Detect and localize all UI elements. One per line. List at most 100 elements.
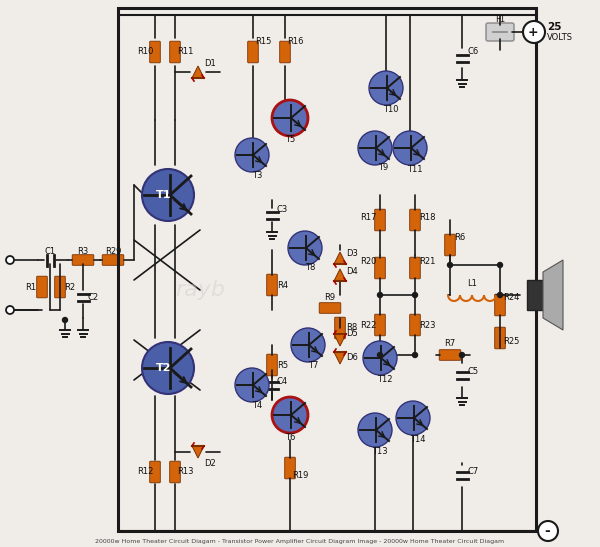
Text: VOLTS: VOLTS: [547, 32, 573, 42]
Circle shape: [396, 401, 430, 435]
Text: R20: R20: [360, 258, 376, 266]
Text: C5: C5: [467, 368, 479, 376]
Text: R11: R11: [177, 48, 193, 56]
Text: R2: R2: [64, 282, 76, 292]
FancyBboxPatch shape: [439, 350, 461, 360]
Text: L1: L1: [467, 280, 477, 288]
Polygon shape: [192, 446, 204, 458]
Circle shape: [272, 397, 308, 433]
Text: C7: C7: [467, 468, 479, 476]
Text: R3: R3: [77, 247, 89, 257]
Text: R22: R22: [360, 321, 376, 329]
Polygon shape: [192, 66, 204, 78]
FancyBboxPatch shape: [266, 274, 277, 296]
FancyBboxPatch shape: [335, 317, 346, 339]
FancyBboxPatch shape: [410, 257, 420, 279]
Text: R25: R25: [503, 337, 519, 346]
FancyBboxPatch shape: [72, 255, 94, 265]
Text: D4: D4: [346, 267, 358, 276]
Text: R16: R16: [287, 38, 303, 46]
Text: T14: T14: [410, 435, 426, 445]
Text: C2: C2: [88, 293, 98, 301]
FancyBboxPatch shape: [445, 234, 455, 256]
Polygon shape: [543, 260, 563, 330]
Circle shape: [235, 368, 269, 402]
Polygon shape: [334, 269, 346, 281]
FancyBboxPatch shape: [410, 314, 420, 336]
FancyBboxPatch shape: [150, 461, 160, 483]
FancyBboxPatch shape: [319, 302, 341, 313]
Text: R12: R12: [137, 468, 153, 476]
Circle shape: [288, 231, 322, 265]
Text: R6: R6: [454, 234, 466, 242]
Circle shape: [377, 293, 383, 298]
Text: T9: T9: [378, 164, 388, 172]
Circle shape: [377, 352, 383, 358]
Text: T10: T10: [383, 106, 399, 114]
Text: R21: R21: [419, 258, 435, 266]
Text: C4: C4: [277, 377, 287, 387]
Text: D1: D1: [204, 59, 216, 67]
Text: rayb: rayb: [175, 280, 225, 300]
FancyBboxPatch shape: [170, 41, 180, 63]
Text: R8: R8: [346, 323, 358, 333]
Text: R18: R18: [419, 213, 435, 223]
Circle shape: [363, 341, 397, 375]
Text: R17: R17: [360, 213, 376, 223]
Circle shape: [413, 293, 418, 298]
Text: T4: T4: [252, 400, 262, 410]
Circle shape: [291, 328, 325, 362]
Text: T2: T2: [156, 363, 172, 373]
Text: T5: T5: [285, 136, 295, 144]
Text: T12: T12: [377, 375, 393, 385]
FancyBboxPatch shape: [170, 461, 180, 483]
Circle shape: [358, 131, 392, 165]
Text: T13: T13: [372, 447, 388, 457]
Polygon shape: [334, 352, 346, 364]
Text: D3: D3: [346, 248, 358, 258]
Text: F1: F1: [495, 15, 505, 25]
Text: R10: R10: [137, 48, 153, 56]
Circle shape: [142, 169, 194, 221]
FancyBboxPatch shape: [494, 294, 505, 316]
Text: T7: T7: [308, 360, 318, 370]
FancyBboxPatch shape: [37, 276, 47, 298]
Text: C1: C1: [44, 247, 56, 257]
Circle shape: [497, 293, 503, 298]
Text: R29: R29: [105, 247, 121, 257]
FancyBboxPatch shape: [285, 457, 295, 479]
Text: T8: T8: [305, 264, 315, 272]
Text: T1: T1: [156, 190, 172, 200]
FancyBboxPatch shape: [102, 255, 124, 265]
Text: 20000w Home Theater Circuit Diagam - Transistor Power Amplifier Circuit Diagram : 20000w Home Theater Circuit Diagam - Tra…: [95, 539, 505, 544]
FancyBboxPatch shape: [150, 41, 160, 63]
Text: C6: C6: [467, 48, 479, 56]
Text: R4: R4: [277, 281, 289, 289]
Circle shape: [6, 256, 14, 264]
Circle shape: [393, 131, 427, 165]
Circle shape: [538, 521, 558, 541]
Polygon shape: [334, 252, 346, 264]
Text: T11: T11: [407, 166, 423, 174]
Text: C3: C3: [277, 206, 287, 214]
Text: D6: D6: [346, 352, 358, 362]
Text: R15: R15: [255, 38, 271, 46]
Text: R24: R24: [503, 294, 519, 302]
Text: R13: R13: [177, 468, 193, 476]
Text: +: +: [527, 26, 538, 38]
FancyBboxPatch shape: [280, 41, 290, 63]
Text: -: -: [544, 524, 550, 538]
Text: D2: D2: [204, 458, 216, 468]
FancyBboxPatch shape: [55, 276, 65, 298]
FancyBboxPatch shape: [374, 209, 385, 231]
FancyBboxPatch shape: [486, 23, 514, 41]
Circle shape: [272, 100, 308, 136]
FancyBboxPatch shape: [374, 314, 385, 336]
Text: R1: R1: [25, 282, 37, 292]
Circle shape: [413, 352, 418, 358]
Circle shape: [6, 306, 14, 314]
Text: T6: T6: [285, 433, 295, 441]
Polygon shape: [334, 334, 346, 346]
Circle shape: [448, 263, 452, 267]
Text: R5: R5: [277, 360, 289, 370]
